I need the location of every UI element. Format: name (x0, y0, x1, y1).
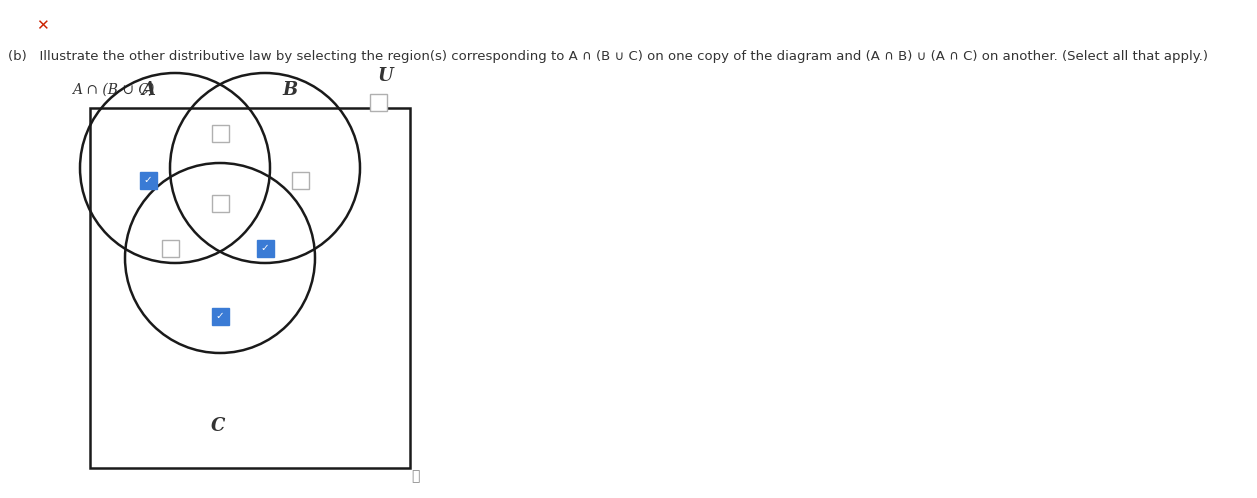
Bar (91, 108, 410, 468)
Text: ✕: ✕ (35, 18, 48, 33)
Text: (b)   Illustrate the other distributive law by selecting the region(s) correspon: (b) Illustrate the other distributive la… (8, 49, 1208, 63)
Text: B: B (283, 81, 298, 99)
Text: C: C (211, 417, 225, 435)
FancyBboxPatch shape (211, 307, 229, 325)
Text: A ∩ (B ∪ C): A ∩ (B ∪ C) (72, 83, 155, 97)
Text: ✓: ✓ (260, 243, 269, 253)
FancyBboxPatch shape (370, 94, 386, 111)
Text: ✓: ✓ (143, 175, 152, 185)
FancyBboxPatch shape (211, 195, 229, 212)
FancyBboxPatch shape (211, 124, 229, 141)
FancyBboxPatch shape (292, 171, 308, 189)
FancyBboxPatch shape (140, 171, 157, 189)
Text: A: A (141, 81, 155, 99)
FancyBboxPatch shape (256, 240, 274, 256)
Text: U: U (377, 67, 393, 85)
FancyBboxPatch shape (161, 240, 178, 256)
Text: ✓: ✓ (216, 311, 225, 321)
Text: ⓘ: ⓘ (411, 469, 419, 483)
